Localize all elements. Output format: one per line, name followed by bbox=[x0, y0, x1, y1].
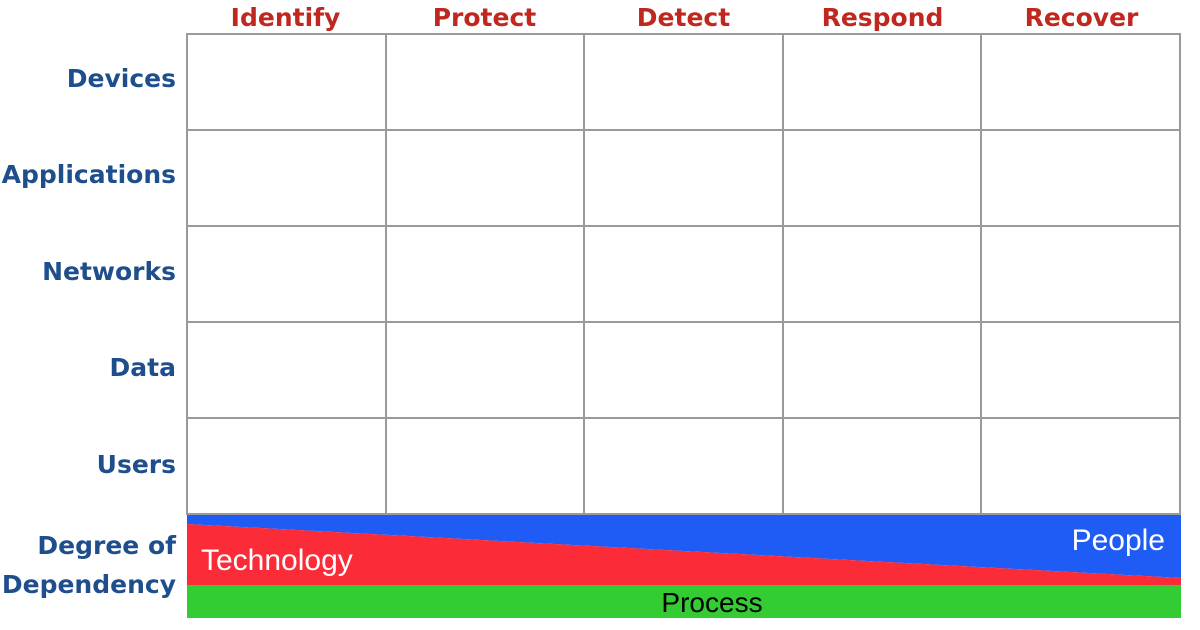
row-header-data: Data bbox=[109, 353, 176, 383]
cell-data-identify bbox=[188, 323, 387, 419]
process-band bbox=[187, 585, 1181, 618]
column-header-recover: Recover bbox=[1024, 3, 1139, 32]
cell-users-respond bbox=[783, 419, 983, 515]
cell-users-detect bbox=[585, 419, 784, 515]
cell-networks-recover bbox=[982, 227, 1181, 323]
cell-networks-protect bbox=[386, 227, 586, 323]
cell-data-recover bbox=[982, 323, 1181, 419]
column-header-detect: Detect bbox=[636, 3, 731, 32]
cell-applications-identify bbox=[188, 131, 387, 227]
framework-grid bbox=[186, 33, 1181, 515]
cell-data-respond bbox=[783, 323, 983, 419]
people-band bbox=[187, 515, 1181, 578]
cell-networks-detect bbox=[585, 227, 784, 323]
cell-applications-detect bbox=[585, 131, 784, 227]
cell-devices-identify bbox=[188, 35, 387, 131]
cell-devices-recover bbox=[982, 35, 1181, 131]
technology-band bbox=[187, 524, 1181, 585]
dependency-label-line1: Degree of bbox=[37, 531, 176, 560]
process-label: Process bbox=[661, 587, 762, 618]
cell-users-protect bbox=[386, 419, 586, 515]
cell-data-protect bbox=[386, 323, 586, 419]
cell-devices-detect bbox=[585, 35, 784, 131]
technology-label: Technology bbox=[201, 544, 353, 577]
dependency-label-line2: Dependency bbox=[1, 570, 176, 599]
people-label: People bbox=[1072, 524, 1165, 557]
dependency-band: Technology People Process bbox=[187, 515, 1181, 618]
column-header-respond: Respond bbox=[821, 3, 944, 32]
column-header-protect: Protect bbox=[432, 3, 537, 32]
dependency-label: Degree of Dependency bbox=[0, 526, 176, 604]
row-header-devices: Devices bbox=[66, 64, 176, 93]
cell-applications-protect bbox=[386, 131, 586, 227]
cell-applications-recover bbox=[982, 131, 1181, 227]
row-header-users: Users bbox=[96, 449, 176, 479]
cell-users-identify bbox=[188, 419, 387, 515]
cell-data-detect bbox=[585, 323, 784, 419]
cell-devices-protect bbox=[386, 35, 586, 131]
cell-users-recover bbox=[982, 419, 1181, 515]
row-header-applications: Applications bbox=[1, 160, 176, 190]
cell-applications-respond bbox=[783, 131, 983, 227]
cell-networks-identify bbox=[188, 227, 387, 323]
cell-networks-respond bbox=[783, 227, 983, 323]
row-header-networks: Networks bbox=[42, 256, 176, 286]
column-header-identify: Identify bbox=[230, 3, 341, 32]
cell-devices-respond bbox=[783, 35, 983, 131]
